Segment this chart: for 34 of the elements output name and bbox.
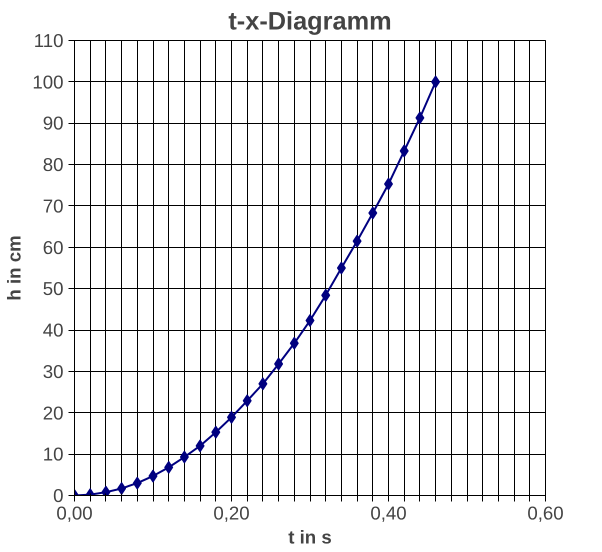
- point: [290, 336, 299, 350]
- y-tick-label: 50: [42, 278, 64, 300]
- point: [117, 482, 126, 495]
- y-tick-label: 10: [42, 444, 64, 465]
- point: [132, 476, 142, 490]
- point: [242, 394, 252, 408]
- y-tick-label: 60: [42, 236, 64, 258]
- y-tick-label: 80: [42, 154, 64, 176]
- point: [164, 460, 174, 474]
- point: [321, 288, 330, 302]
- y-tick-label: 90: [42, 112, 64, 134]
- point: [431, 75, 440, 88]
- point: [258, 377, 268, 390]
- y-axis-title: h in cm: [3, 235, 24, 301]
- point: [368, 206, 378, 220]
- point: [180, 450, 189, 464]
- x-tick-label: 0,60: [527, 502, 564, 524]
- point: [352, 234, 362, 248]
- x-tick-label: 0,40: [370, 502, 407, 524]
- x-tick-label: 0,20: [213, 502, 250, 524]
- y-tick-label: 100: [32, 71, 64, 92]
- point: [415, 111, 424, 124]
- y-tick-label: 20: [42, 402, 64, 424]
- point: [211, 426, 220, 439]
- y-tick-label: 110: [34, 30, 64, 51]
- y-tick-label: 30: [42, 360, 64, 382]
- y-tick-label: 40: [42, 320, 64, 341]
- point: [336, 262, 346, 274]
- chart-title: t-x-Diagramm: [228, 8, 392, 36]
- point: [400, 144, 409, 158]
- point: [274, 357, 284, 370]
- x-axis-title: t in s: [288, 526, 332, 548]
- y-tick-label: 70: [42, 195, 64, 216]
- point: [196, 439, 205, 452]
